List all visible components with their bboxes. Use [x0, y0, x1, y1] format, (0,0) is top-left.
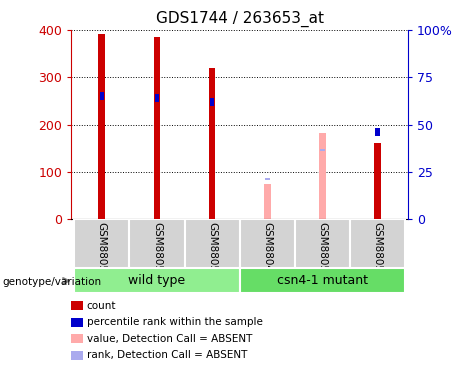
Bar: [265, 178, 270, 180]
Text: csn4-1 mutant: csn4-1 mutant: [277, 274, 368, 287]
Bar: [74, 268, 240, 293]
Text: value, Detection Call = ABSENT: value, Detection Call = ABSENT: [87, 334, 252, 344]
Bar: [209, 68, 215, 219]
Bar: [350, 219, 405, 268]
Text: rank, Detection Call = ABSENT: rank, Detection Call = ABSENT: [87, 350, 247, 360]
Text: GSM88051: GSM88051: [372, 222, 383, 278]
Text: count: count: [87, 301, 116, 310]
Bar: [184, 219, 240, 268]
Bar: [74, 219, 130, 268]
Title: GDS1744 / 263653_at: GDS1744 / 263653_at: [156, 11, 324, 27]
Bar: [240, 268, 405, 293]
Bar: [100, 93, 104, 100]
Bar: [374, 142, 381, 219]
Text: GSM88057: GSM88057: [207, 222, 217, 278]
Bar: [130, 219, 184, 268]
Text: wild type: wild type: [129, 274, 185, 287]
Bar: [320, 149, 325, 151]
Bar: [264, 184, 271, 219]
Text: GSM88056: GSM88056: [152, 222, 162, 278]
Bar: [240, 219, 295, 268]
Bar: [99, 34, 105, 219]
Text: percentile rank within the sample: percentile rank within the sample: [87, 317, 263, 327]
Text: GSM88049: GSM88049: [262, 222, 272, 278]
Text: GSM88055: GSM88055: [97, 222, 107, 278]
Bar: [375, 129, 380, 136]
Bar: [295, 219, 350, 268]
Bar: [319, 133, 326, 219]
Text: GSM88050: GSM88050: [318, 222, 327, 278]
Bar: [154, 37, 160, 219]
Bar: [210, 98, 214, 106]
Text: genotype/variation: genotype/variation: [2, 277, 101, 286]
Bar: [155, 94, 159, 102]
